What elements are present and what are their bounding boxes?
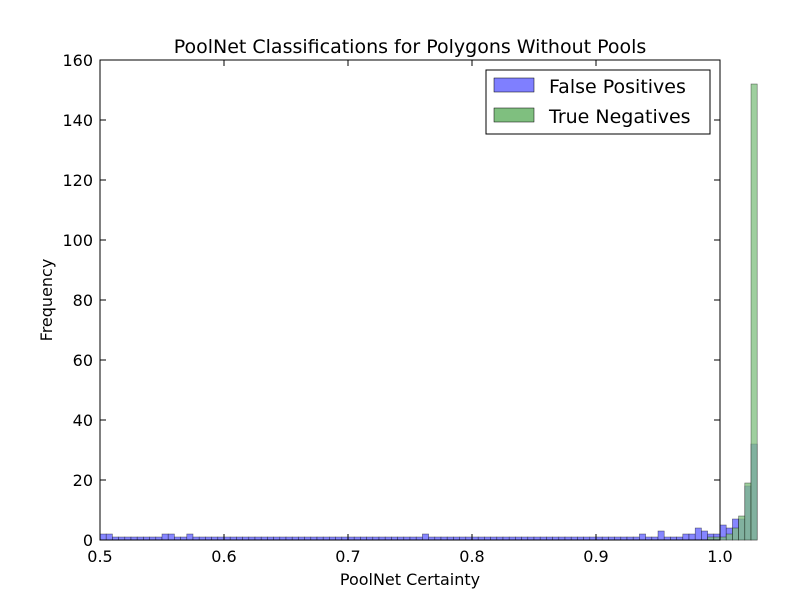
bar-false-positives: [167, 533, 175, 541]
chart-title: PoolNet Classifications for Polygons Wit…: [174, 36, 647, 58]
y-axis-label: Frequency: [37, 259, 56, 342]
bar-true-negatives: [725, 533, 733, 541]
y-tick-label: 120: [62, 171, 93, 190]
x-tick-label: 0.6: [211, 547, 236, 566]
legend: False Positives True Negatives: [485, 69, 711, 135]
bar-false-positives: [688, 533, 696, 541]
y-tick-label: 60: [73, 351, 93, 370]
y-tick-label: 40: [73, 411, 93, 430]
x-tick-label: 0.8: [459, 547, 484, 566]
bar-true-negatives: [738, 515, 746, 541]
y-tick-label: 100: [62, 231, 93, 250]
y-tick-label: 80: [73, 291, 93, 310]
y-tick-label: 140: [62, 111, 93, 130]
bar-false-positives: [639, 533, 646, 541]
bar-false-positives: [161, 533, 169, 541]
legend-swatch-true-negatives: [493, 107, 535, 123]
legend-label-false-positives: False Positives: [549, 76, 686, 98]
bar-true-negatives: [744, 482, 752, 541]
x-tick-label: 1.0: [707, 547, 732, 566]
x-tick-label: 0.7: [335, 547, 360, 566]
legend-label-true-negatives: True Negatives: [548, 106, 691, 128]
bar-false-positives: [657, 530, 665, 541]
bars-layer: [99, 83, 758, 541]
y-tick-label: 20: [73, 471, 93, 490]
bar-false-positives: [99, 533, 107, 541]
bar-false-positives: [422, 533, 429, 541]
bar-false-positives: [701, 530, 708, 541]
ticks-layer: 0.5 0.6 0.7 0.8 0.9 1.0 0 20 40 60 80 100 120 140 160: [62, 51, 732, 566]
bar-true-negatives: [732, 527, 739, 541]
bar-false-positives: [186, 533, 194, 541]
bar-true-negatives: [750, 83, 758, 541]
y-tick-label: 0: [83, 531, 93, 550]
x-axis-label: PoolNet Certainty: [340, 570, 480, 589]
legend-swatch-false-positives: [493, 77, 535, 93]
x-tick-label: 0.5: [87, 547, 112, 566]
bar-true-negatives: [719, 536, 727, 541]
x-tick-label: 0.9: [583, 547, 608, 566]
bar-false-positives: [682, 533, 690, 541]
bar-false-positives: [105, 533, 113, 541]
bar-false-positives: [694, 527, 702, 541]
y-tick-label: 160: [62, 51, 93, 70]
